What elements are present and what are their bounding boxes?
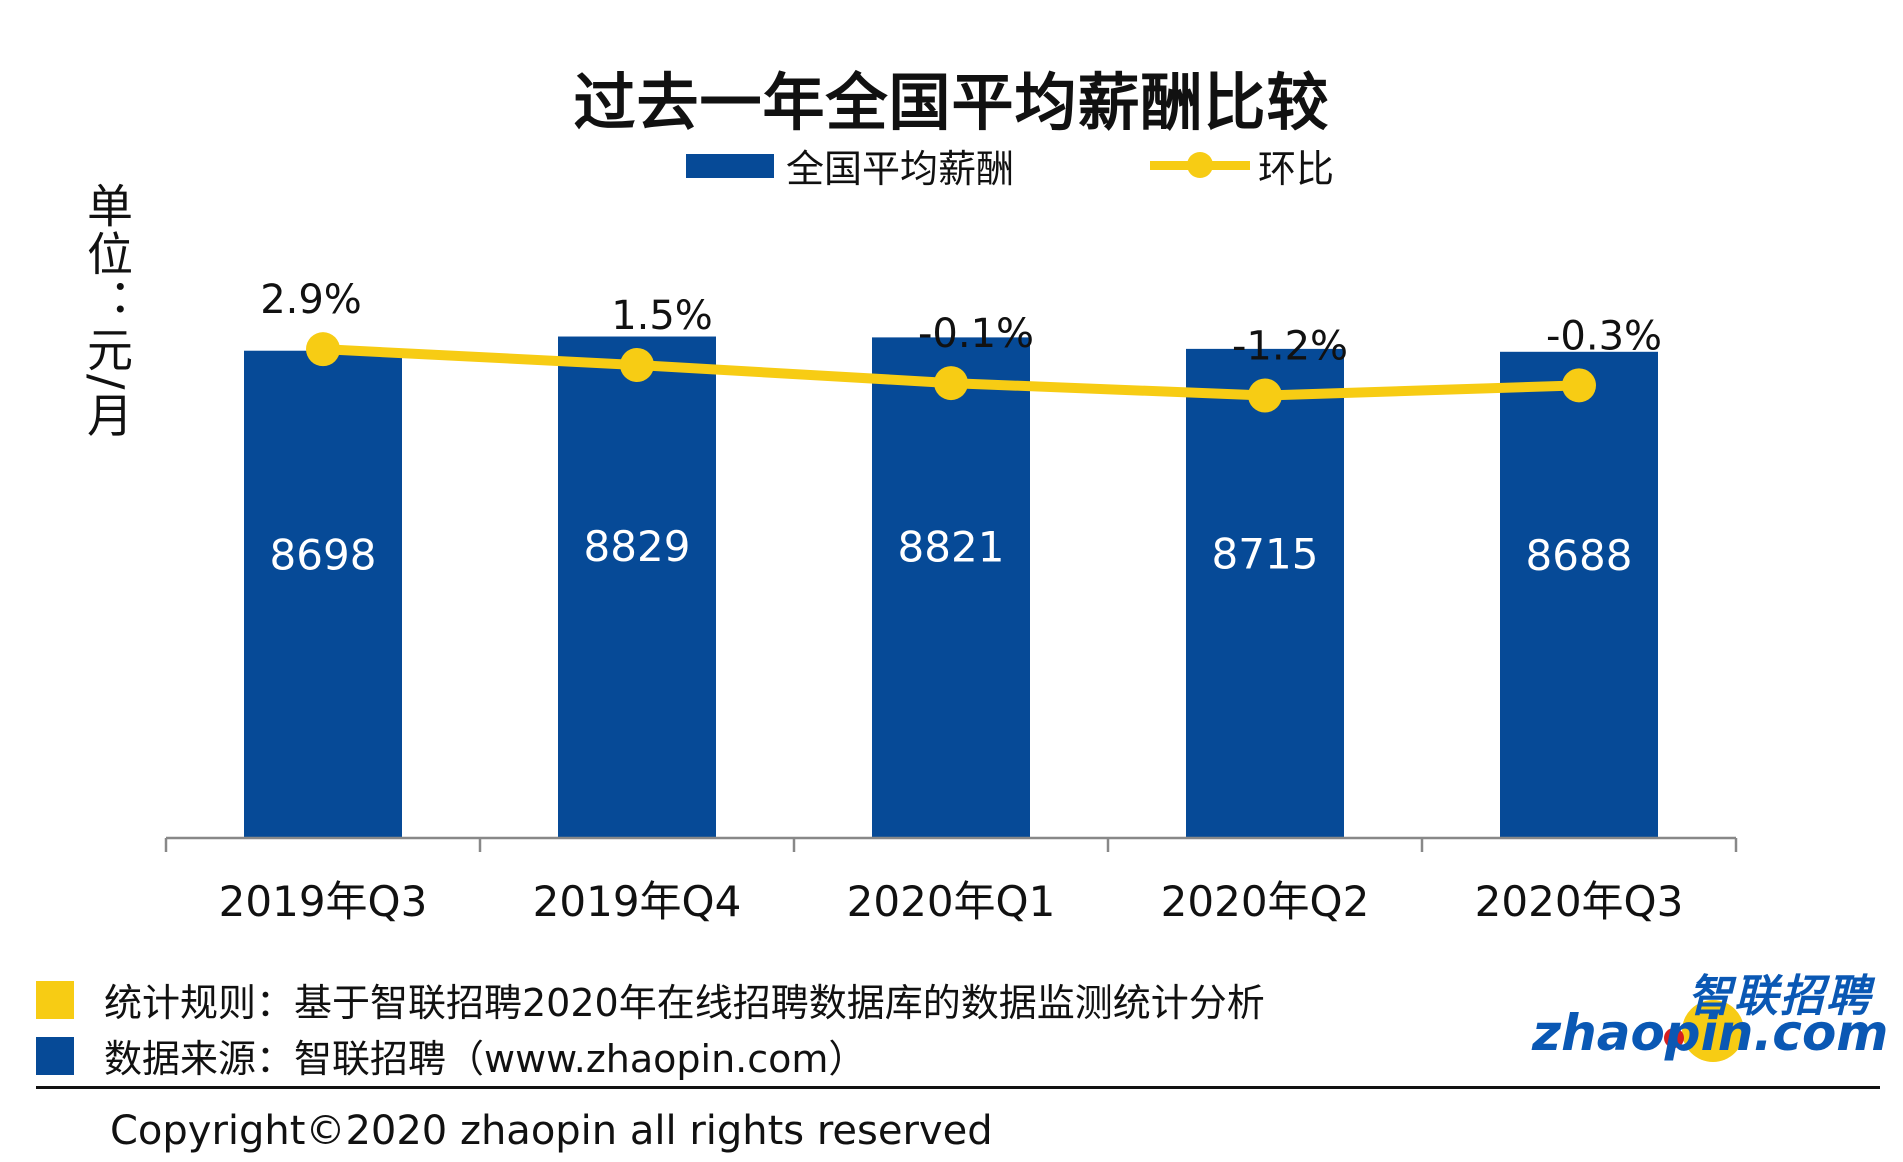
- growth-label-1: 1.5%: [611, 293, 713, 339]
- footer-divider: [36, 1086, 1880, 1089]
- growth-label-3: -1.2%: [1232, 324, 1348, 370]
- note-rule-swatch: [36, 980, 74, 1019]
- logo-cn-text: 智联招聘: [1688, 971, 1872, 1022]
- note-source-swatch: [36, 1036, 74, 1075]
- bar-3: [1186, 348, 1344, 838]
- logo-red-ball: [1664, 1028, 1684, 1048]
- logo-en-text: zhaopin.com: [1532, 1004, 1889, 1062]
- growth-label-2: -0.1%: [918, 311, 1034, 357]
- zhaopin-logo: 智联招聘 zhaopin.com: [1532, 960, 1888, 1070]
- bar-value-label-0: 8698: [270, 530, 377, 579]
- bar-0: [244, 350, 402, 838]
- growth-point-3: [1248, 378, 1282, 413]
- note-rule: 统计规则：基于智联招聘2020年在线招聘数据库的数据监测统计分析: [36, 972, 1265, 1027]
- x-tick-label-0: 2019年Q3: [219, 877, 428, 926]
- bar-2: [872, 337, 1030, 838]
- bar-line-chart: 8698 8829 8821 8715 8688 2019年Q3 2019年Q4 2020年Q…: [164, 277, 1738, 926]
- x-tick-label-4: 2020年Q3: [1475, 877, 1684, 926]
- legend-label-salary: 全国平均薪酬: [786, 146, 1015, 191]
- unit-label: 单位：元/月: [80, 182, 134, 440]
- note-source: 数据来源：智联招聘（www.zhaopin.com）: [36, 1028, 866, 1083]
- note-source-text: 数据来源：智联招聘（www.zhaopin.com）: [104, 1037, 867, 1081]
- bar-1: [558, 336, 716, 838]
- growth-point-2: [934, 366, 968, 401]
- bar-value-label-1: 8829: [584, 522, 691, 571]
- note-rule-text: 统计规则：基于智联招聘2020年在线招聘数据库的数据监测统计分析: [104, 981, 1265, 1025]
- x-tick-label-3: 2020年Q2: [1161, 877, 1370, 926]
- copyright-text: Copyright©2020 zhaopin all rights reserv…: [110, 1108, 993, 1154]
- growth-point-0: [306, 332, 340, 367]
- legend-label-growth: 环比: [1258, 146, 1335, 191]
- legend-item-growth: 环比: [1150, 140, 1335, 191]
- growth-label-0: 2.9%: [260, 277, 362, 323]
- chart-title: 过去一年全国平均薪酬比较: [573, 66, 1330, 139]
- legend-item-salary: 全国平均薪酬: [686, 140, 1015, 191]
- growth-point-4: [1562, 368, 1596, 403]
- bar-value-label-4: 8688: [1526, 531, 1633, 580]
- bar-value-label-3: 8715: [1212, 529, 1319, 578]
- bar-4: [1500, 351, 1658, 838]
- legend-swatch-line: [1150, 140, 1250, 190]
- growth-label-4: -0.3%: [1546, 313, 1662, 359]
- x-tick-label-2: 2020年Q1: [847, 877, 1056, 926]
- x-tick-label-1: 2019年Q4: [533, 877, 742, 926]
- growth-point-1: [620, 348, 654, 382]
- bar-value-label-2: 8821: [898, 523, 1005, 572]
- legend-swatch-bar: [686, 154, 774, 178]
